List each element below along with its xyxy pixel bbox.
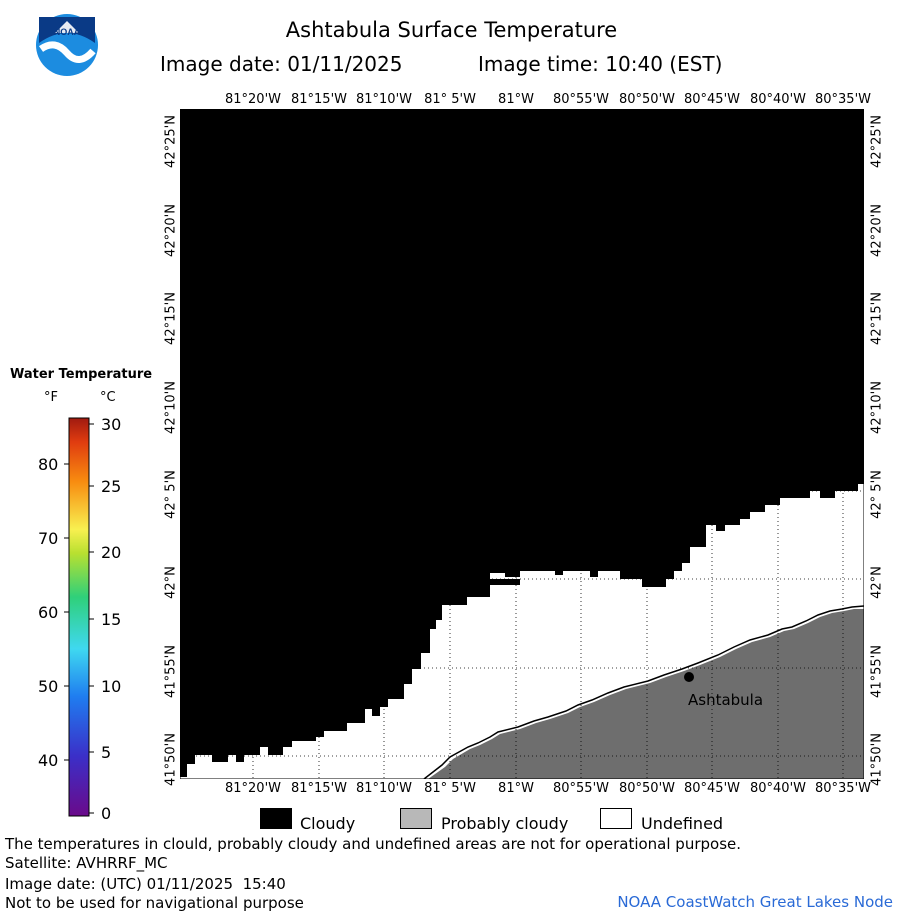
- image-date: Image date: 01/11/2025: [160, 52, 403, 76]
- legend-f-tick: 40: [38, 751, 59, 770]
- key-label-cloudy: Cloudy: [300, 814, 356, 833]
- lat-label-right: 41°50'N: [869, 733, 885, 786]
- lat-label-left: 41°50'N: [163, 733, 179, 786]
- lon-label-bottom: 80°35'W: [814, 781, 872, 796]
- lon-label-bottom: 81°15'W: [290, 781, 348, 796]
- city-marker-icon: [684, 672, 694, 682]
- lat-label-right: 42°10'N: [869, 381, 885, 434]
- lat-label-left: 42° 5'N: [163, 470, 179, 519]
- lon-label-top: 80°35'W: [814, 92, 872, 107]
- legend-unit-f: °F: [44, 390, 58, 405]
- lon-label-top: 81° 5'W: [424, 92, 476, 107]
- legend-c-tick: 0: [101, 804, 112, 823]
- lon-label-bottom: 81°W: [498, 781, 534, 796]
- key-label-probably-cloudy: Probably cloudy: [441, 814, 569, 833]
- key-swatch-undefined: [600, 808, 632, 829]
- lat-label-right: 42°20'N: [869, 204, 885, 257]
- legend-c-tick: 30: [101, 415, 122, 434]
- legend-c-tick: 20: [101, 543, 122, 562]
- cloud-mask: [180, 109, 864, 777]
- image-time: Image time: 10:40 (EST): [478, 52, 723, 76]
- key-swatch-probably-cloudy: [400, 808, 432, 829]
- lat-label-right: 42° 5'N: [869, 470, 885, 519]
- lon-label-top: 81°15'W: [290, 92, 348, 107]
- legend-f-tick: 70: [38, 529, 59, 548]
- lat-label-left: 42°20'N: [163, 204, 179, 257]
- legend-unit-c: °C: [100, 390, 116, 405]
- legend-c-tick: 25: [101, 477, 122, 496]
- key-label-undefined: Undefined: [641, 814, 724, 833]
- legend-f-tick: 80: [38, 455, 59, 474]
- lon-label-top: 80°55'W: [552, 92, 610, 107]
- lat-label-right: 42°25'N: [869, 115, 885, 168]
- lon-label-bottom: 81°10'W: [355, 781, 413, 796]
- lon-label-bottom: 80°40'W: [749, 781, 807, 796]
- lat-label-left: 42°N: [163, 566, 179, 599]
- legend-c-tick: 15: [101, 610, 122, 629]
- lat-label-right: 42°N: [869, 566, 885, 599]
- lon-label-bottom: 80°45'W: [683, 781, 741, 796]
- logo-text: NOAA: [54, 27, 81, 37]
- lat-label-left: 42°15'N: [163, 292, 179, 345]
- lon-label-top: 80°45'W: [683, 92, 741, 107]
- legend-c-tick: 10: [101, 677, 122, 696]
- land-area: [428, 609, 864, 779]
- nav-warning-text: Not to be used for navigational purpose: [5, 894, 304, 912]
- legend-title: Water Temperature: [10, 367, 153, 382]
- lon-label-bottom: 81°20'W: [224, 781, 282, 796]
- coastline: [423, 605, 864, 779]
- noaa-logo-icon: NOAA: [36, 14, 98, 76]
- lat-label-left: 42°10'N: [163, 381, 179, 434]
- temperature-map: Ashtabula: [180, 109, 864, 779]
- satellite-text: Satellite: AVHRRF_MC: [5, 854, 168, 872]
- lat-label-left: 41°55'N: [163, 645, 179, 698]
- legend-f-tick: 50: [38, 677, 59, 696]
- lon-label-top: 80°40'W: [749, 92, 807, 107]
- lat-label-left: 42°25'N: [163, 115, 179, 168]
- utc-date-text: Image date: (UTC) 01/11/2025 15:40: [5, 875, 286, 893]
- legend-f-tick: 60: [38, 603, 59, 622]
- color-scale-bar: [64, 417, 94, 817]
- lon-label-top: 80°50'W: [618, 92, 676, 107]
- lat-label-right: 42°15'N: [869, 292, 885, 345]
- lon-label-bottom: 81° 5'W: [424, 781, 476, 796]
- legend-c-tick: 5: [101, 743, 112, 762]
- lon-label-top: 81°10'W: [355, 92, 413, 107]
- lon-label-bottom: 80°50'W: [618, 781, 676, 796]
- lat-label-right: 41°55'N: [869, 645, 885, 698]
- key-swatch-cloudy: [260, 808, 292, 829]
- disclaimer-text: The temperatures in clould, probably clo…: [5, 835, 742, 853]
- lon-label-bottom: 80°55'W: [552, 781, 610, 796]
- lon-label-top: 81°20'W: [224, 92, 282, 107]
- lon-label-top: 81°W: [498, 92, 534, 107]
- page-title: Ashtabula Surface Temperature: [285, 18, 618, 42]
- city-label: Ashtabula: [688, 691, 763, 709]
- credit-text: NOAA CoastWatch Great Lakes Node: [617, 893, 893, 911]
